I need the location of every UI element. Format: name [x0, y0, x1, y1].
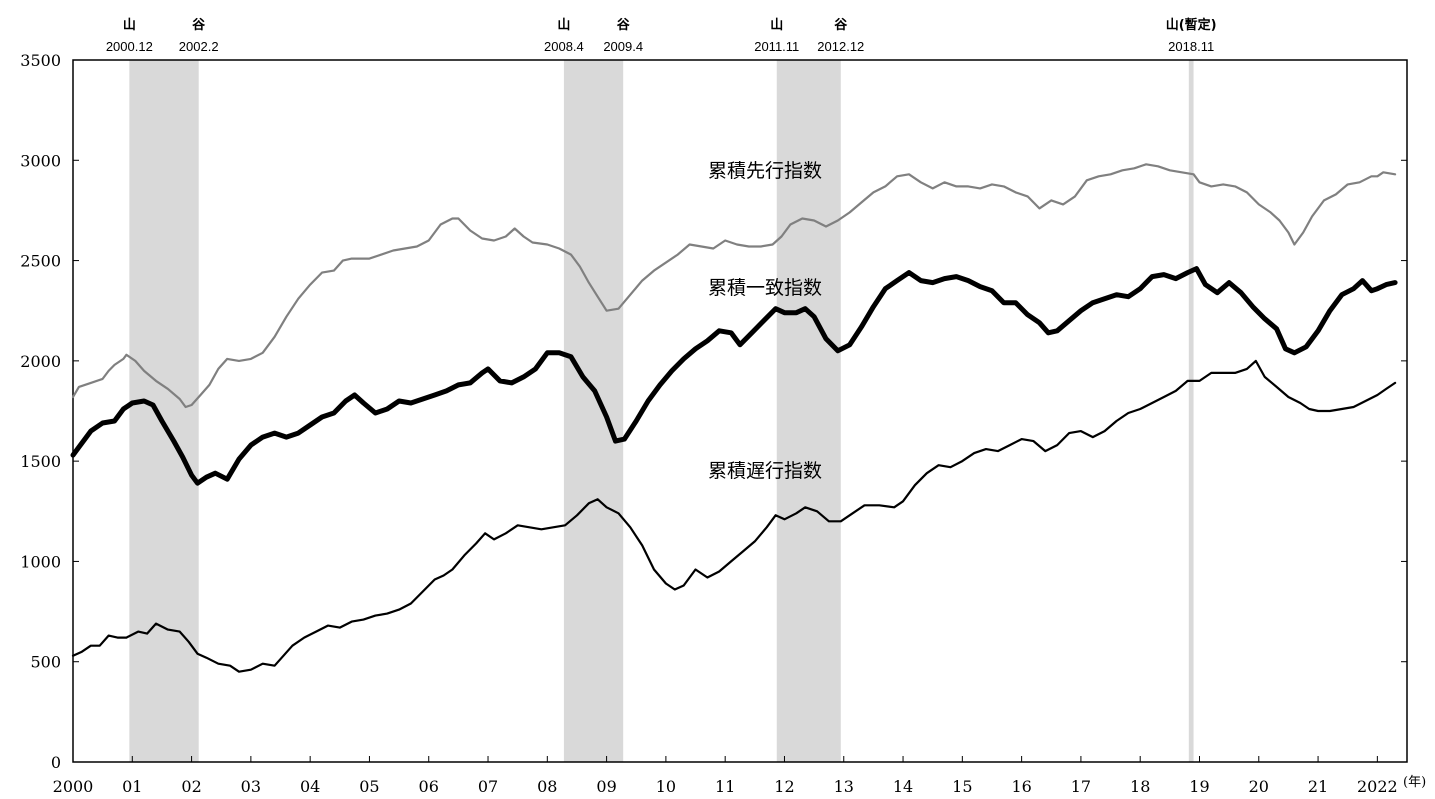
trough-kind-2: 谷: [834, 17, 848, 33]
x-tick-label-20: 20: [1249, 777, 1269, 796]
x-tick-label-22: 2022: [1357, 777, 1398, 796]
x-tick-label-5: 05: [359, 777, 379, 796]
peak-kind-2: 山: [770, 17, 783, 33]
peak-kind-1: 山: [557, 17, 570, 33]
recession-band-2: [776, 60, 841, 762]
y-tick-label-500: 500: [30, 653, 61, 672]
trough-kind-1: 谷: [617, 17, 631, 33]
x-tick-label-15: 15: [952, 777, 972, 796]
x-tick-label-6: 06: [419, 777, 439, 796]
trough-date-1: 2009.4: [603, 39, 643, 54]
x-tick-label-2: 02: [181, 777, 201, 796]
x-tick-label-13: 13: [834, 777, 854, 796]
x-tick-label-14: 14: [893, 777, 913, 796]
x-tick-label-21: 21: [1308, 777, 1328, 796]
y-axis: 0 500 1000 1500 2000 2500 3000 3500: [20, 51, 1407, 772]
y-tick-label-1000: 1000: [20, 552, 61, 571]
peak-kind-0: 山: [123, 17, 136, 33]
x-tick-label-17: 17: [1071, 777, 1091, 796]
x-tick-label-10: 10: [656, 777, 676, 796]
series-label-lagging: 累積遅行指数: [708, 460, 822, 482]
x-tick-label-12: 12: [774, 777, 794, 796]
trough-date-2: 2012.12: [817, 39, 864, 54]
x-tick-label-8: 08: [537, 777, 557, 796]
x-unit-label: (年): [1403, 775, 1426, 790]
x-tick-label-19: 19: [1189, 777, 1209, 796]
series-line-lagging: [71, 359, 1397, 673]
x-tick-label-16: 16: [1011, 777, 1031, 796]
peak-kind-3: 山(暫定): [1166, 17, 1217, 33]
y-tick-label-3500: 3500: [20, 51, 61, 70]
x-tick-label-18: 18: [1130, 777, 1150, 796]
x-tick-label-7: 07: [478, 777, 498, 796]
peak-date-3: 2018.11: [1168, 39, 1214, 54]
recession-band-1: [563, 60, 624, 762]
x-tick-label-0: 2000: [53, 777, 94, 796]
trough-kind-0: 谷: [192, 17, 206, 33]
x-tick-label-11: 11: [715, 777, 735, 796]
y-tick-label-2500: 2500: [20, 252, 61, 271]
plot-frame: [72, 59, 1408, 763]
series-label-leading: 累積先行指数: [708, 160, 822, 182]
x-tick-label-4: 04: [300, 777, 320, 796]
series-lines: [70, 163, 1398, 673]
x-axis: 2000 01 02 03 04 05 06 07 08 09 10 11 12 13 14 15 16 17 18…: [53, 756, 1398, 796]
peak-date-1: 2008.4: [544, 39, 584, 54]
x-tick-label-3: 03: [241, 777, 261, 796]
series-labels: 累積先行指数 累積一致指数 累積遅行指数: [708, 160, 822, 482]
y-tick-label-2000: 2000: [20, 352, 61, 371]
y-tick-label-3000: 3000: [20, 151, 61, 170]
series-line-coincident: [70, 266, 1398, 486]
x-tick-label-1: 01: [122, 777, 142, 796]
series-label-coincident: 累積一致指数: [708, 277, 822, 299]
recession-bands: 山 2000.12 谷 2002.2 山 2008.4 谷 2009.4 山 2011.11 谷 20…: [106, 17, 1217, 762]
recession-band-0: [129, 60, 199, 762]
x-tick-label-9: 09: [596, 777, 616, 796]
y-tick-label-0: 0: [51, 753, 61, 772]
y-tick-label-1500: 1500: [20, 452, 61, 471]
recession-band-3: [1188, 60, 1194, 762]
trough-date-0: 2002.2: [179, 39, 219, 54]
peak-date-0: 2000.12: [106, 39, 153, 54]
peak-date-2: 2011.11: [754, 39, 799, 54]
series-line-leading: [71, 163, 1397, 409]
